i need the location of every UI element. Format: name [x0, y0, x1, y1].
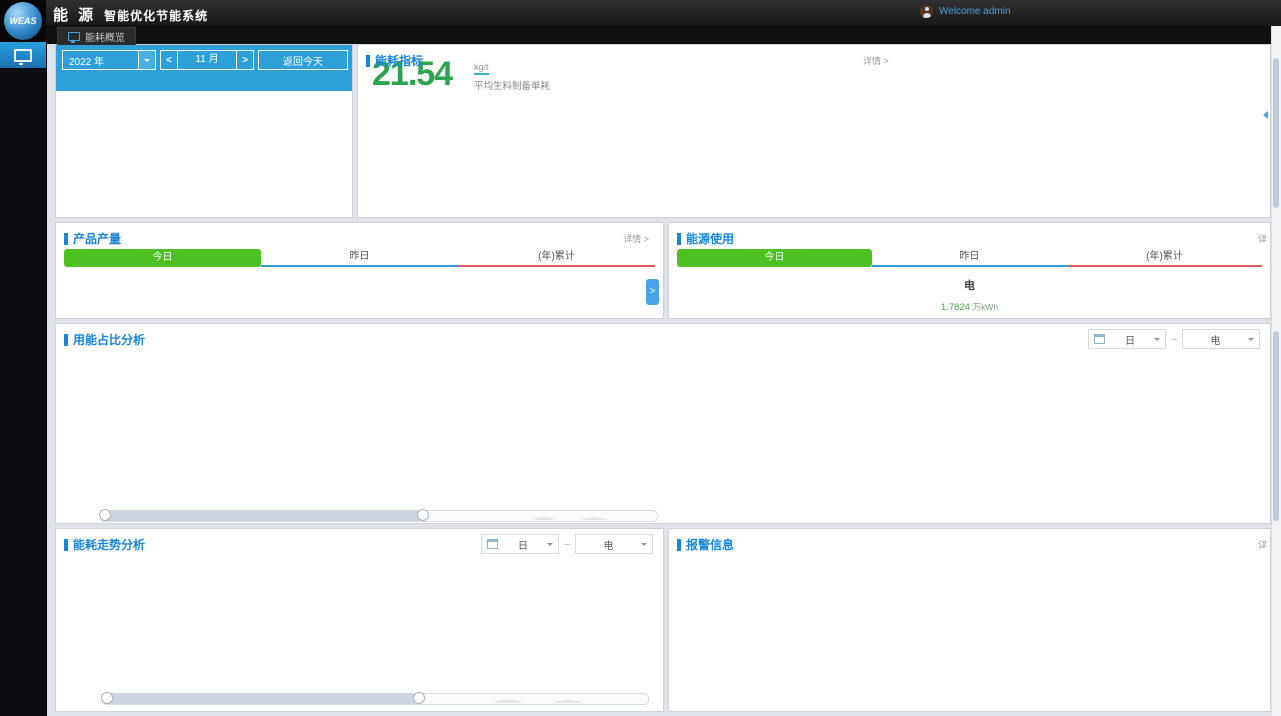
tab-year-total[interactable]: (年)累计	[1067, 249, 1262, 267]
energy-type-label: 电	[964, 280, 975, 292]
energy-tabs: 今日 昨日 (年)累计	[677, 249, 1262, 267]
month-nav: < 11 月 >	[160, 50, 254, 70]
electricity-value: 1.7824	[940, 302, 970, 313]
calendar-icon	[1094, 334, 1106, 344]
chevron-down-icon	[1248, 338, 1254, 344]
energy-type-select[interactable]: 电	[1182, 329, 1260, 349]
consumption-unit: kg/t	[474, 62, 489, 75]
scrollbar-thumb[interactable]	[1273, 331, 1279, 521]
month-label: 11 月	[177, 51, 237, 69]
year-select[interactable]: 2022 年	[62, 50, 156, 70]
calendar-header: 2022 年 < 11 月 > 返回今天	[56, 45, 352, 91]
consumption-label: 平均生料制备单耗	[474, 81, 551, 92]
data-zoom-slider[interactable]	[99, 509, 658, 522]
chevron-down-icon	[1154, 338, 1161, 344]
panel-title: 用能占比分析	[73, 333, 146, 347]
welcome-text: Welcome admin	[939, 6, 1011, 17]
chevron-down-icon[interactable]	[138, 51, 155, 69]
energy-detail-link[interactable]: 详	[1257, 234, 1267, 244]
collapse-arrow-icon[interactable]	[1259, 111, 1268, 119]
energy-indicator-panel: 能耗指标 详情 > 21.54 kg/t 平均生料制备单耗	[357, 44, 1271, 218]
next-page-button[interactable]: >	[646, 279, 659, 305]
calendar-grid	[56, 93, 352, 217]
tab-year-total[interactable]: (年)累计	[458, 249, 655, 267]
vertical-scrollbar[interactable]	[1271, 26, 1281, 716]
trend-panel: 能耗走势分析 日 – 电	[55, 528, 664, 712]
prev-month-button[interactable]: <	[166, 54, 172, 66]
period-select[interactable]: 日	[481, 534, 560, 554]
period-select[interactable]: 日	[1088, 329, 1167, 349]
usage-line-chart[interactable]	[58, 360, 668, 508]
next-month-button[interactable]: >	[242, 54, 248, 66]
alarm-panel: 报警信息 详	[668, 528, 1271, 712]
user-icon	[920, 5, 933, 18]
indicator-trend-chart[interactable]	[384, 99, 906, 195]
alarm-detail-link[interactable]: 详	[1257, 540, 1267, 550]
app-title: 能 源 智能优化节能系统	[53, 4, 208, 25]
tab-today[interactable]: 今日	[677, 249, 872, 267]
trend-area-chart[interactable]	[58, 553, 668, 675]
tab-yesterday[interactable]: 昨日	[872, 249, 1067, 267]
tab-yesterday[interactable]: 昨日	[261, 249, 458, 267]
usage-pie-chart[interactable]	[696, 352, 1006, 520]
energy-type-select[interactable]: 电	[575, 534, 653, 554]
user-menu[interactable]: Welcome admin	[920, 5, 1011, 18]
panel-title: 能耗走势分析	[73, 538, 146, 552]
chevron-down-icon	[547, 543, 554, 549]
top-bar: 能 源 智能优化节能系统 Welcome admin	[0, 0, 1281, 26]
back-to-today-button[interactable]: 返回今天	[258, 50, 348, 70]
weekday-row	[56, 74, 352, 90]
usage-ratio-panel: 用能占比分析 日 – 电	[55, 323, 1271, 524]
avg-consumption-value: 21.54	[372, 55, 453, 93]
calendar-panel: 2022 年 < 11 月 > 返回今天	[55, 44, 353, 218]
tab-energy-overview[interactable]: 能耗概览	[57, 27, 136, 45]
electricity-column: 电 1.7824 万kWh	[669, 277, 1270, 313]
indicator-detail-link[interactable]: 详情 >	[863, 56, 889, 66]
tab-today[interactable]: 今日	[64, 249, 261, 267]
app-title-text: 智能优化节能系统	[104, 9, 209, 23]
sidebar-item-overview[interactable]	[0, 42, 46, 69]
monitor-icon	[68, 32, 80, 43]
panel-title: 产品产量	[73, 232, 122, 246]
weas-logo-icon: WEAS	[4, 2, 42, 40]
scrollbar-thumb[interactable]	[1273, 58, 1279, 208]
calendar-icon	[487, 539, 499, 549]
app-logo: WEAS	[0, 0, 46, 42]
panel-title: 能耗指标	[375, 54, 424, 68]
app-title-logo-text: 能 源	[53, 7, 97, 24]
chevron-down-icon	[641, 543, 647, 549]
product-detail-link[interactable]: 详情 >	[623, 234, 649, 244]
data-zoom-slider[interactable]	[101, 692, 649, 705]
panel-title: 报警信息	[686, 538, 735, 552]
monitor-icon	[14, 48, 32, 65]
panel-title: 能源使用	[686, 232, 735, 246]
tab-bar: 能耗概览	[46, 26, 1281, 45]
sidebar	[0, 42, 47, 716]
energy-use-panel: 能源使用 详 今日 昨日 (年)累计 电 1.7824 万kWh	[668, 222, 1271, 319]
product-tabs: 今日 昨日 (年)累计	[64, 249, 655, 267]
electricity-unit: 万kWh	[972, 302, 999, 312]
product-output-panel: 产品产量 详情 > 今日 昨日 (年)累计 >	[55, 222, 664, 319]
